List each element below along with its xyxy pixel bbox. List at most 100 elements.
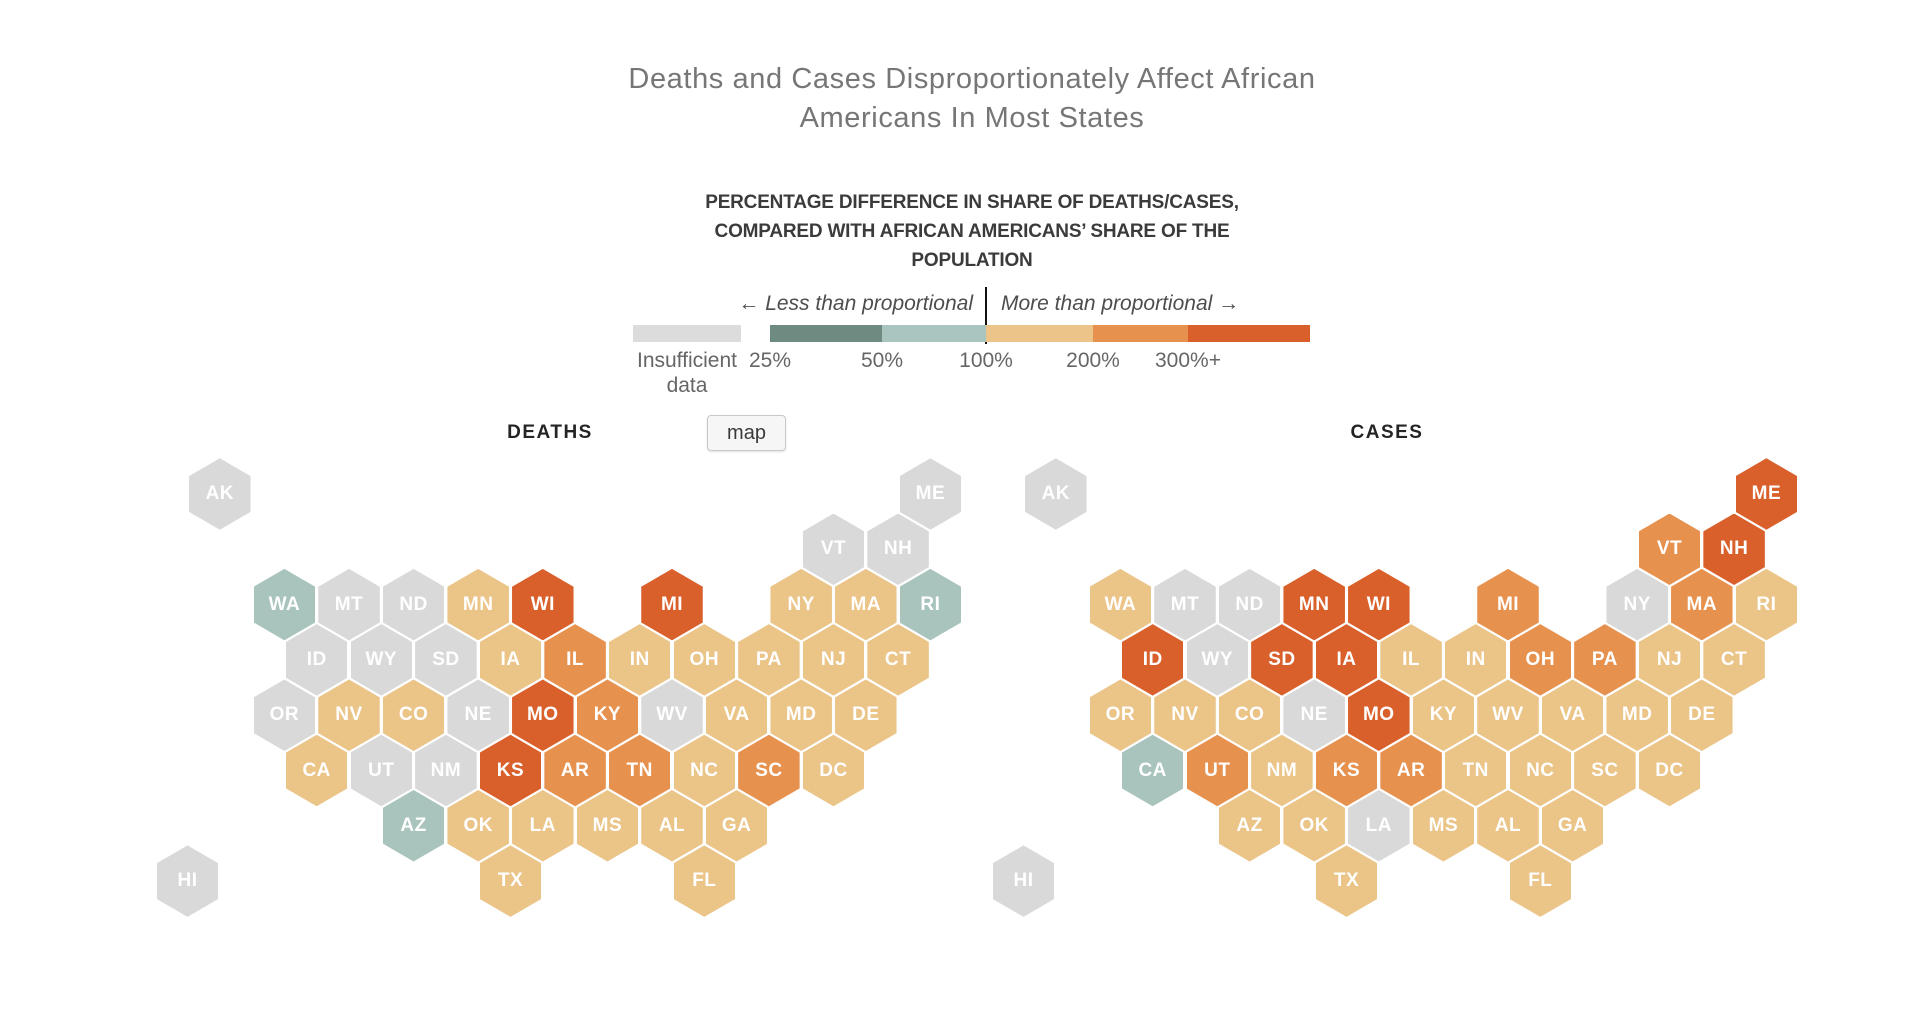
hex-cases-NJ[interactable]: NJ bbox=[1638, 624, 1701, 696]
hex-deaths-TN[interactable]: TN bbox=[608, 734, 671, 807]
hex-cases-MA[interactable]: MA bbox=[1671, 568, 1733, 641]
hex-deaths-MS[interactable]: MS bbox=[576, 790, 639, 862]
hex-deaths-AR[interactable]: AR bbox=[544, 734, 606, 807]
hex-cases-AZ[interactable]: AZ bbox=[1218, 790, 1281, 862]
hex-cases-WV[interactable]: WV bbox=[1477, 679, 1539, 751]
map-toggle-button[interactable]: map bbox=[707, 415, 786, 451]
hex-cases-WY[interactable]: WY bbox=[1186, 624, 1249, 696]
hex-cases-SC[interactable]: SC bbox=[1574, 734, 1636, 807]
hex-cases-DC[interactable]: DC bbox=[1638, 734, 1701, 807]
hex-cases-NY[interactable]: NY bbox=[1606, 568, 1668, 641]
hex-cases-OH[interactable]: OH bbox=[1509, 624, 1572, 696]
hex-deaths-MA[interactable]: MA bbox=[835, 568, 897, 641]
hex-cases-OR[interactable]: OR bbox=[1089, 679, 1152, 751]
hex-deaths-WY[interactable]: WY bbox=[350, 624, 413, 696]
hex-cases-AK[interactable]: AK bbox=[1025, 458, 1087, 530]
hex-cases-FL[interactable]: FL bbox=[1509, 845, 1572, 917]
hex-cases-NC[interactable]: NC bbox=[1509, 734, 1572, 807]
hex-deaths-LA[interactable]: LA bbox=[512, 790, 574, 862]
hex-cases-ID[interactable]: ID bbox=[1121, 624, 1184, 696]
hex-deaths-WI[interactable]: WI bbox=[512, 568, 574, 641]
hex-deaths-KS[interactable]: KS bbox=[479, 734, 542, 807]
hex-cases-NV[interactable]: NV bbox=[1154, 679, 1216, 751]
hex-deaths-RI[interactable]: RI bbox=[899, 568, 962, 641]
hex-deaths-IL[interactable]: IL bbox=[544, 624, 606, 696]
hex-cases-NM[interactable]: NM bbox=[1251, 734, 1313, 807]
hex-deaths-GA[interactable]: GA bbox=[705, 790, 768, 862]
hex-cases-PA[interactable]: PA bbox=[1574, 624, 1636, 696]
hex-cases-LA[interactable]: LA bbox=[1348, 790, 1410, 862]
hex-cases-MI[interactable]: MI bbox=[1477, 568, 1539, 641]
hex-cases-ME[interactable]: ME bbox=[1735, 458, 1798, 530]
hex-deaths-CA[interactable]: CA bbox=[285, 734, 348, 807]
hex-cases-CA[interactable]: CA bbox=[1121, 734, 1184, 807]
hex-deaths-VT[interactable]: VT bbox=[802, 513, 865, 586]
hex-deaths-SD[interactable]: SD bbox=[415, 624, 477, 696]
hex-deaths-SC[interactable]: SC bbox=[738, 734, 800, 807]
hex-deaths-WV[interactable]: WV bbox=[641, 679, 703, 751]
hex-deaths-FL[interactable]: FL bbox=[673, 845, 736, 917]
hex-cases-CO[interactable]: CO bbox=[1218, 679, 1281, 751]
hex-deaths-CT[interactable]: CT bbox=[867, 624, 929, 696]
hex-deaths-ID[interactable]: ID bbox=[285, 624, 348, 696]
hex-cases-WI[interactable]: WI bbox=[1348, 568, 1410, 641]
hex-deaths-DC[interactable]: DC bbox=[802, 734, 865, 807]
hex-deaths-NJ[interactable]: NJ bbox=[802, 624, 865, 696]
hex-cases-HI[interactable]: HI bbox=[992, 845, 1055, 917]
hex-cases-NE[interactable]: NE bbox=[1283, 679, 1345, 751]
hex-deaths-PA[interactable]: PA bbox=[738, 624, 800, 696]
hex-cases-MT[interactable]: MT bbox=[1154, 568, 1216, 641]
hex-cases-WA[interactable]: WA bbox=[1089, 568, 1152, 641]
hex-cases-MN[interactable]: MN bbox=[1283, 568, 1345, 641]
hex-deaths-NH[interactable]: NH bbox=[867, 513, 929, 586]
hex-cases-OK[interactable]: OK bbox=[1283, 790, 1345, 862]
hex-deaths-MN[interactable]: MN bbox=[447, 568, 509, 641]
hex-deaths-MO[interactable]: MO bbox=[512, 679, 574, 751]
hex-cases-MD[interactable]: MD bbox=[1606, 679, 1668, 751]
hex-cases-SD[interactable]: SD bbox=[1251, 624, 1313, 696]
hex-deaths-OH[interactable]: OH bbox=[673, 624, 736, 696]
hex-deaths-NV[interactable]: NV bbox=[318, 679, 380, 751]
hex-deaths-CO[interactable]: CO bbox=[382, 679, 445, 751]
hex-cases-NH[interactable]: NH bbox=[1703, 513, 1765, 586]
hex-deaths-KY[interactable]: KY bbox=[576, 679, 639, 751]
hex-deaths-MD[interactable]: MD bbox=[770, 679, 832, 751]
hex-deaths-WA[interactable]: WA bbox=[253, 568, 316, 641]
hex-cases-MS[interactable]: MS bbox=[1412, 790, 1475, 862]
hex-deaths-OR[interactable]: OR bbox=[253, 679, 316, 751]
hex-cases-TN[interactable]: TN bbox=[1444, 734, 1507, 807]
hex-deaths-NC[interactable]: NC bbox=[673, 734, 736, 807]
hex-deaths-NM[interactable]: NM bbox=[415, 734, 477, 807]
hex-cases-DE[interactable]: DE bbox=[1671, 679, 1733, 751]
hex-cases-TX[interactable]: TX bbox=[1315, 845, 1378, 917]
hex-deaths-NE[interactable]: NE bbox=[447, 679, 509, 751]
hex-cases-KY[interactable]: KY bbox=[1412, 679, 1475, 751]
hex-deaths-ND[interactable]: ND bbox=[382, 568, 445, 641]
hex-deaths-OK[interactable]: OK bbox=[447, 790, 509, 862]
hex-cases-IN[interactable]: IN bbox=[1444, 624, 1507, 696]
hex-deaths-IN[interactable]: IN bbox=[608, 624, 671, 696]
hex-cases-IA[interactable]: IA bbox=[1315, 624, 1378, 696]
hex-deaths-TX[interactable]: TX bbox=[479, 845, 542, 917]
hex-cases-AR[interactable]: AR bbox=[1380, 734, 1442, 807]
hex-cases-ND[interactable]: ND bbox=[1218, 568, 1281, 641]
hex-deaths-DE[interactable]: DE bbox=[835, 679, 897, 751]
hex-cases-CT[interactable]: CT bbox=[1703, 624, 1765, 696]
hex-cases-AL[interactable]: AL bbox=[1477, 790, 1539, 862]
hex-deaths-ME[interactable]: ME bbox=[899, 458, 962, 530]
hex-cases-IL[interactable]: IL bbox=[1380, 624, 1442, 696]
hex-cases-KS[interactable]: KS bbox=[1315, 734, 1378, 807]
hex-cases-GA[interactable]: GA bbox=[1541, 790, 1604, 862]
hex-deaths-MI[interactable]: MI bbox=[641, 568, 703, 641]
hex-deaths-VA[interactable]: VA bbox=[705, 679, 768, 751]
hex-deaths-MT[interactable]: MT bbox=[318, 568, 380, 641]
hex-deaths-AL[interactable]: AL bbox=[641, 790, 703, 862]
hex-deaths-UT[interactable]: UT bbox=[350, 734, 413, 807]
hex-deaths-IA[interactable]: IA bbox=[479, 624, 542, 696]
hex-cases-VA[interactable]: VA bbox=[1541, 679, 1604, 751]
hex-deaths-AZ[interactable]: AZ bbox=[382, 790, 445, 862]
hex-cases-UT[interactable]: UT bbox=[1186, 734, 1249, 807]
hex-deaths-HI[interactable]: HI bbox=[156, 845, 219, 917]
hex-cases-VT[interactable]: VT bbox=[1638, 513, 1701, 586]
hex-cases-MO[interactable]: MO bbox=[1348, 679, 1410, 751]
